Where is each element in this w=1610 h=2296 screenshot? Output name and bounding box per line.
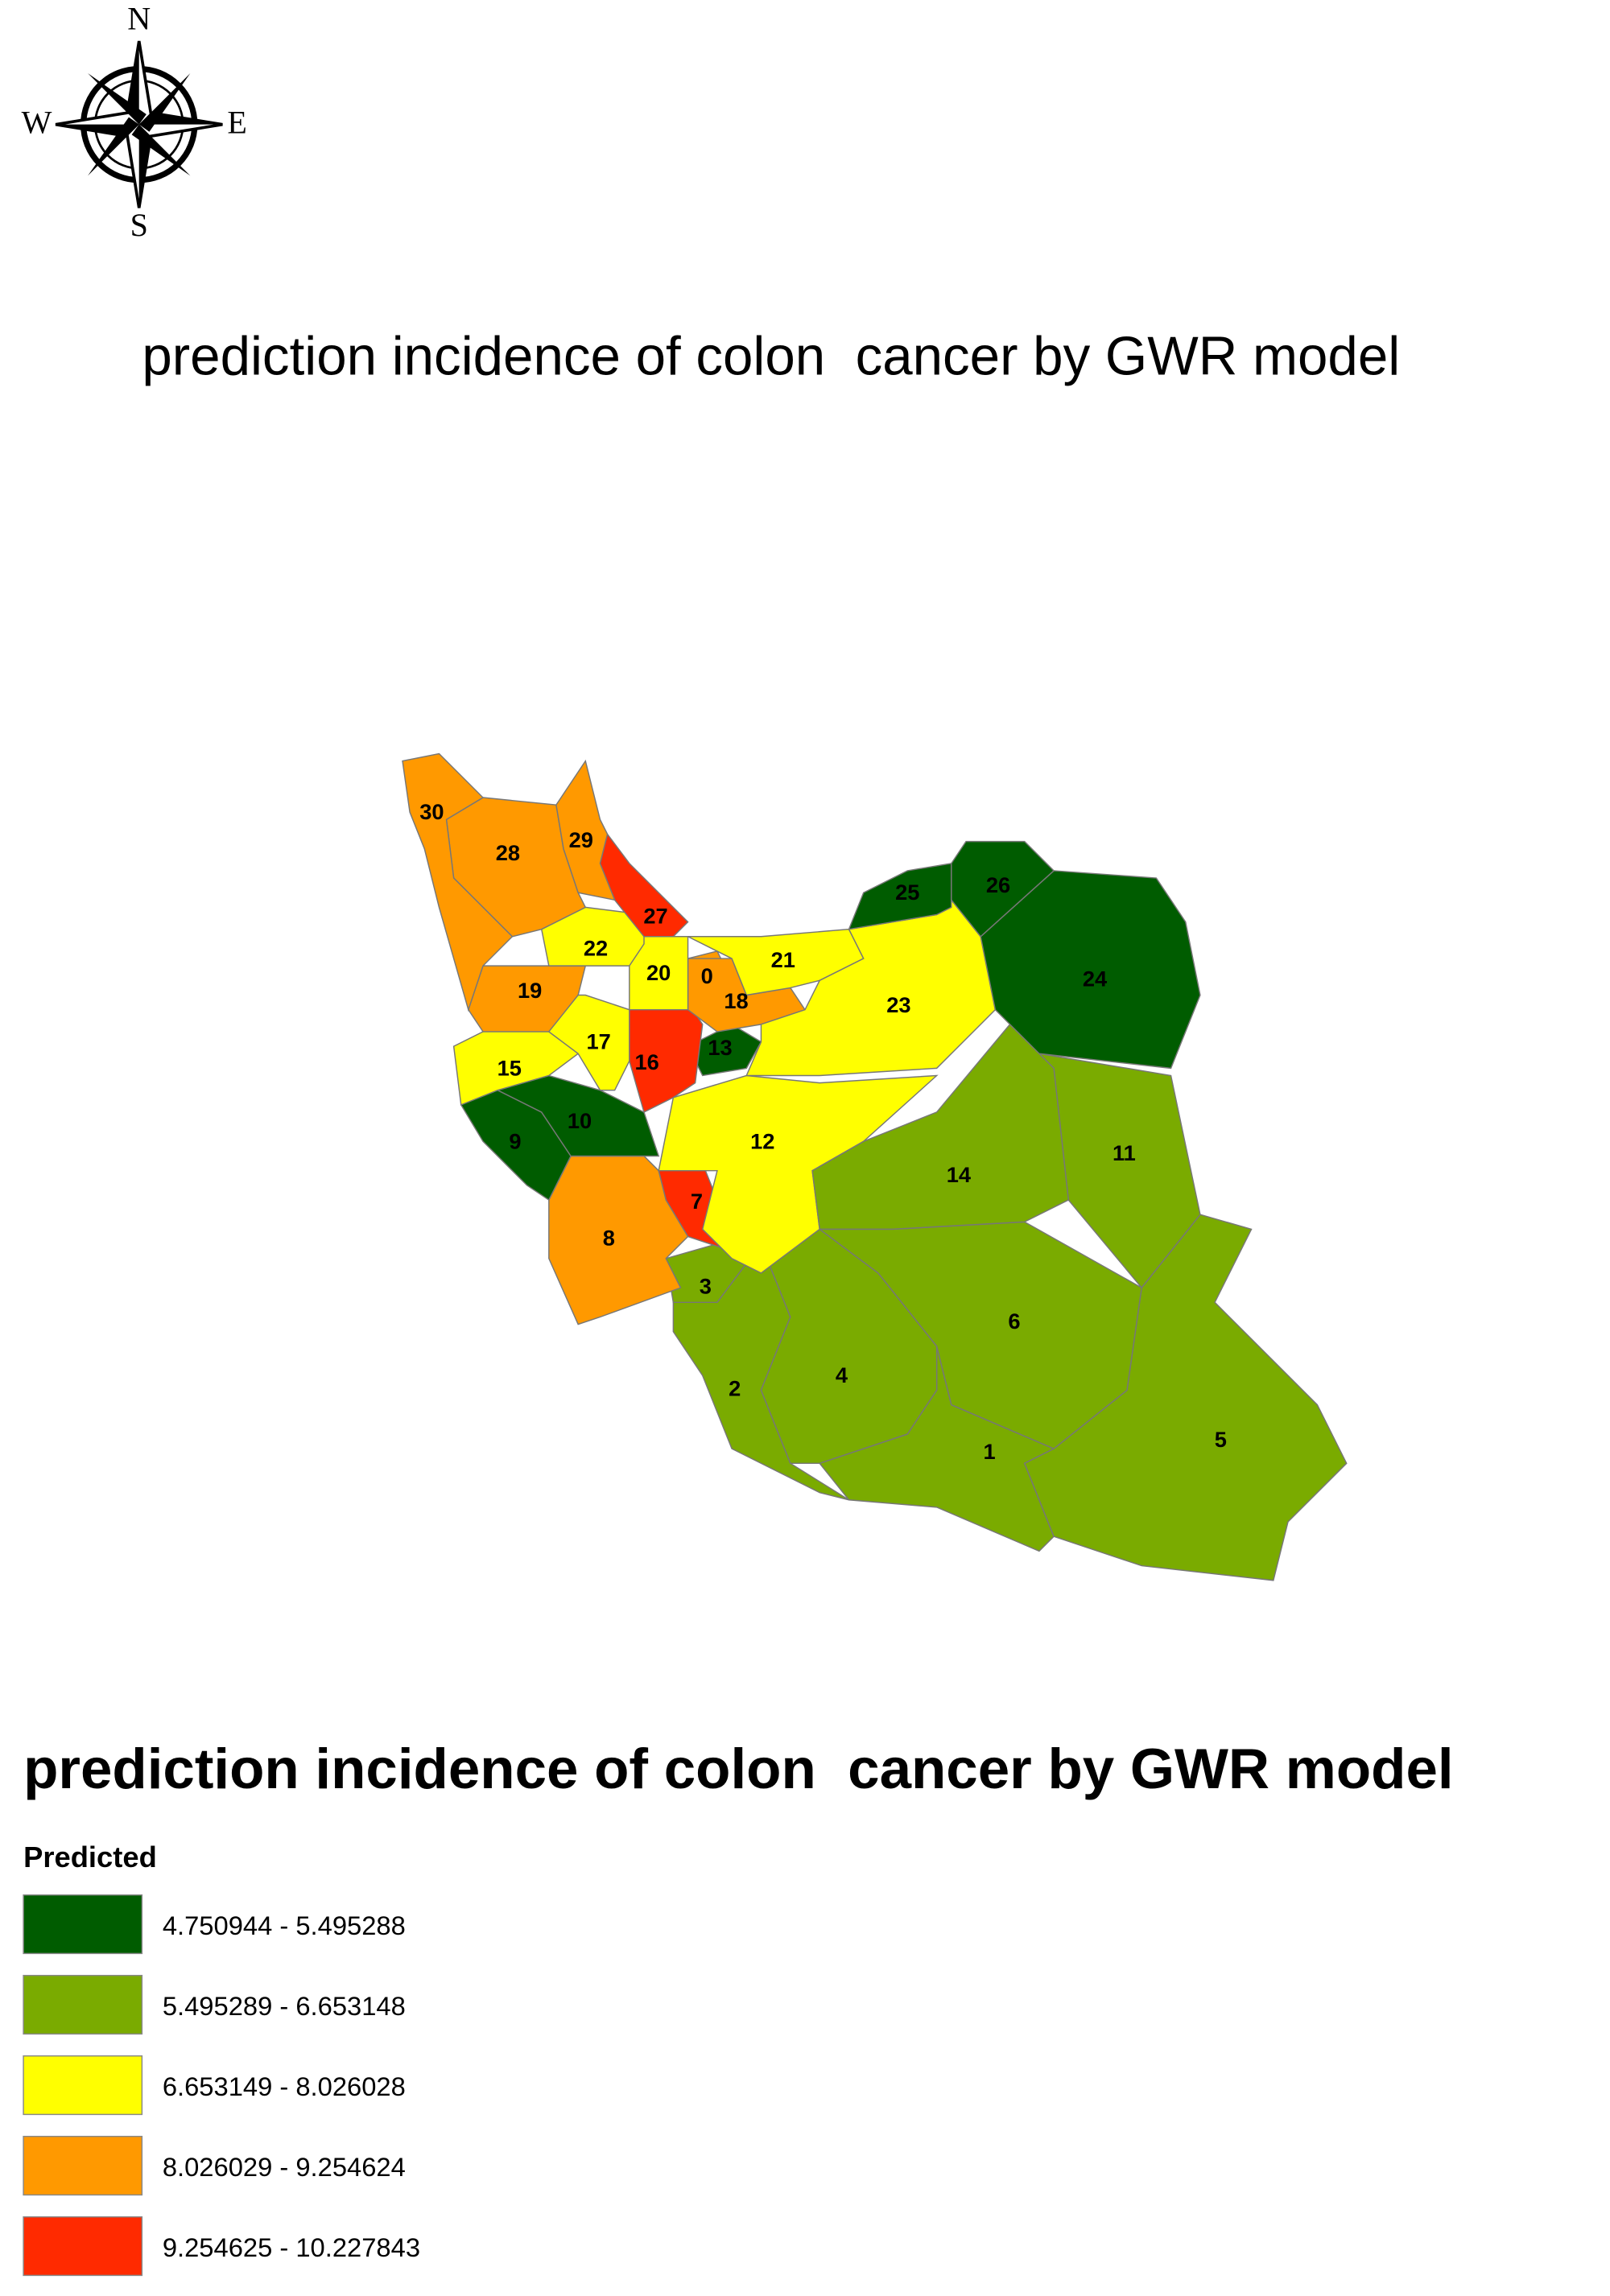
region <box>817 1221 1142 1449</box>
region-label: 6 <box>1008 1309 1020 1333</box>
region-label: 1 <box>984 1439 996 1464</box>
region <box>496 1074 660 1157</box>
compass-star <box>88 73 147 125</box>
compass-w: W <box>22 105 52 141</box>
legend-swatch <box>23 2055 143 2116</box>
legend: 4.750944 - 5.495288 5.495289 - 6.653148 6.… <box>23 1894 420 2277</box>
region-label: 20 <box>646 960 671 985</box>
legend-label: 6.653149 - 8.026028 <box>163 2071 406 2101</box>
compass-n: N <box>127 1 151 37</box>
region <box>548 994 630 1091</box>
legend-label: 8.026029 - 9.254624 <box>163 2152 406 2182</box>
legend-label: 4.750944 - 5.495288 <box>163 1911 406 1940</box>
region-label: 21 <box>771 947 795 972</box>
region <box>951 840 1055 938</box>
region-label: 25 <box>895 880 919 905</box>
region-label: 13 <box>708 1035 732 1060</box>
region-label: 9 <box>509 1128 521 1153</box>
region-label: 4 <box>836 1362 848 1387</box>
legend-swatch <box>23 1894 143 1955</box>
region-label: 30 <box>419 799 444 824</box>
legend-subtitle: Predicted <box>23 1841 157 1873</box>
region-label: 16 <box>634 1049 658 1074</box>
region-label: 14 <box>947 1162 972 1187</box>
legend-swatch <box>23 2216 143 2277</box>
region <box>1023 1214 1348 1581</box>
legend-swatch <box>23 2135 143 2196</box>
region-label: 10 <box>568 1108 592 1133</box>
region-label: 12 <box>750 1128 774 1153</box>
region-label: 5 <box>1215 1427 1227 1452</box>
region-label: 0 <box>701 963 713 988</box>
region-label: 19 <box>518 978 542 1003</box>
region-label: 2 <box>729 1376 741 1401</box>
region-label: 17 <box>586 1029 610 1054</box>
region-label: 23 <box>886 992 910 1017</box>
region-label: 29 <box>569 827 593 852</box>
compass-star <box>138 73 191 132</box>
region-label: 15 <box>497 1055 522 1080</box>
compass-star <box>131 124 191 176</box>
region <box>540 906 645 967</box>
region-label: 7 <box>691 1189 703 1214</box>
region-label: 22 <box>584 935 608 960</box>
map-title: prediction incidence of colon cancer by … <box>142 327 1400 387</box>
legend-label: 9.254625 - 10.227843 <box>163 2232 420 2262</box>
region-label: 8 <box>603 1225 615 1250</box>
compass-star <box>88 117 139 176</box>
legend-label: 5.495289 - 6.653148 <box>163 1991 406 2021</box>
region <box>980 870 1201 1070</box>
region <box>555 759 616 901</box>
region-label: 28 <box>496 840 520 865</box>
compass-e: E <box>227 105 246 141</box>
region-label: 26 <box>986 872 1010 897</box>
region <box>811 1023 1070 1230</box>
compass: N W E S <box>22 1 247 243</box>
region-label: 11 <box>1113 1140 1136 1165</box>
region-label: 27 <box>643 903 667 928</box>
compass-s: S <box>130 207 148 243</box>
region-label: 24 <box>1083 967 1108 991</box>
region-label: 18 <box>724 988 748 1013</box>
region <box>402 752 514 1012</box>
legend-title: prediction incidence of colon cancer by … <box>23 1737 1454 1801</box>
region-label: 3 <box>700 1273 712 1298</box>
legend-swatch <box>23 1974 143 2035</box>
